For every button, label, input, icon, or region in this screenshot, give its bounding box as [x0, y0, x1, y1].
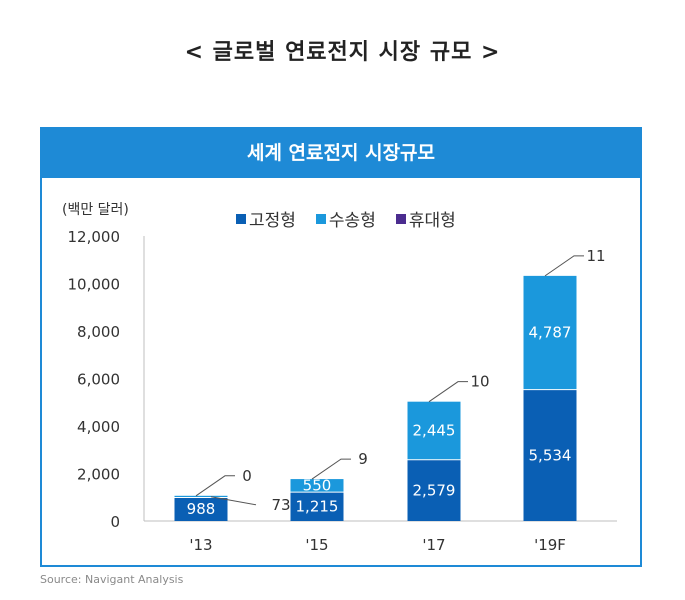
data-label-portable: 9	[358, 450, 368, 468]
source-note: Source: Navigant Analysis	[40, 573, 184, 586]
legend-label-portable: 휴대형	[408, 211, 456, 231]
y-tick-label: 12,000	[68, 228, 121, 246]
legend-swatch-transport	[315, 213, 326, 224]
x-tick-label: '19F	[534, 536, 566, 554]
data-label-stationary: 988	[187, 500, 216, 518]
x-tick-label: '15	[305, 536, 328, 554]
x-tick-label: '13	[189, 536, 212, 554]
legend-swatch-stationary	[236, 213, 246, 224]
callout-line-portable	[311, 458, 351, 480]
data-label-stationary: 5,534	[529, 446, 572, 464]
bar-segment-transport	[407, 401, 461, 460]
bar-segment-transport	[523, 275, 577, 390]
y-tick-label: 4,000	[77, 418, 120, 436]
bar-segment-transport	[174, 495, 228, 498]
bar-segment-stationary	[523, 389, 577, 521]
page-title: < 글로벌 연료전지 시장 규모 >	[184, 40, 501, 65]
callout-line-transport	[210, 496, 257, 506]
y-tick-label: 6,000	[77, 371, 120, 389]
data-label-stationary: 2,579	[413, 481, 456, 499]
data-label-transport: 2,445	[413, 422, 456, 440]
data-label-portable: 0	[242, 467, 252, 485]
bar-segment-stationary	[407, 459, 461, 521]
legend-label-stationary: 고정형	[249, 211, 296, 231]
callout-line-portable	[195, 475, 235, 497]
legend: 고정형 수송형 휴대형	[236, 206, 456, 231]
y-tick-label: 2,000	[77, 466, 120, 484]
legend-item-transport: 수송형	[315, 206, 376, 231]
chart-panel: 세계 연료전지 시장규모 (백만 달러) 고정형 수송형 휴대형 0 2,000 4…	[40, 127, 642, 567]
callout-line-portable	[428, 381, 468, 403]
bar-segment-stationary	[290, 492, 344, 521]
y-tick-label: 0	[110, 513, 120, 531]
callout-line-portable	[544, 255, 584, 277]
stacked-bar-chart: 0 2,000 4,000 6,000 8,000 10,000 12,000 '13 '15 '…	[68, 228, 617, 554]
legend-label-transport: 수송형	[328, 211, 376, 231]
y-tick-label: 10,000	[68, 276, 121, 294]
data-label-transport: 550	[303, 477, 332, 495]
legend-swatch-portable	[395, 213, 406, 224]
x-tick-label: '17	[422, 536, 445, 554]
data-label-transport: 73	[271, 496, 290, 514]
unit-label: (백만 달러)	[62, 202, 129, 218]
bar-segment-transport	[290, 479, 344, 493]
legend-item-portable: 휴대형	[395, 206, 456, 231]
y-tick-label: 8,000	[77, 323, 120, 341]
data-label-transport: 4,787	[529, 324, 572, 342]
chart-title: 세계 연료전지 시장규모	[42, 129, 640, 178]
data-label-portable: 11	[586, 247, 605, 265]
data-label-portable: 10	[470, 373, 489, 391]
bar-segment-stationary	[174, 497, 228, 521]
legend-item-stationary: 고정형	[236, 206, 296, 231]
data-label-stationary: 1,215	[296, 498, 339, 516]
